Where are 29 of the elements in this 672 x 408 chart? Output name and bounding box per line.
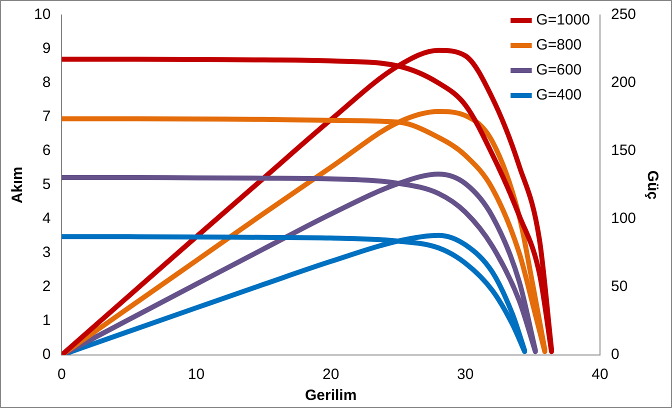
y2-tick-label: 100 xyxy=(610,210,636,228)
legend-label: G=400 xyxy=(536,86,582,104)
x-axis-title: Gerilim xyxy=(304,387,357,404)
x-tick-label: 0 xyxy=(58,366,66,384)
x-tick-label: 40 xyxy=(592,366,608,384)
y-tick-label: 9 xyxy=(42,40,51,58)
y-tick-label: 1 xyxy=(42,312,51,330)
x-tick-label: 20 xyxy=(322,366,340,384)
legend-label: G=800 xyxy=(536,36,582,54)
y2-tick-label: 150 xyxy=(610,142,636,160)
y-tick-label: 0 xyxy=(42,346,51,364)
y-tick-label: 10 xyxy=(34,6,51,24)
y-tick-label: 6 xyxy=(42,142,51,160)
legend-label: G=600 xyxy=(536,62,582,79)
y-axis-title: Akım xyxy=(9,166,26,204)
y-tick-label: 3 xyxy=(42,244,51,262)
y-tick-label: 4 xyxy=(42,210,51,228)
y-tick-label: 8 xyxy=(42,74,51,92)
y2-tick-label: 250 xyxy=(610,6,636,24)
x-tick-label: 30 xyxy=(457,366,474,384)
y2-tick-label: 200 xyxy=(610,74,636,92)
y2-axis-title: Güç xyxy=(644,170,661,200)
y-tick-label: 7 xyxy=(42,108,51,126)
y-tick-label: 2 xyxy=(42,278,51,296)
legend-label: G=1000 xyxy=(536,12,590,29)
y2-tick-label: 0 xyxy=(610,346,620,364)
x-tick-label: 10 xyxy=(188,366,205,384)
y2-tick-label: 50 xyxy=(610,278,628,296)
y-tick-label: 5 xyxy=(42,176,51,194)
